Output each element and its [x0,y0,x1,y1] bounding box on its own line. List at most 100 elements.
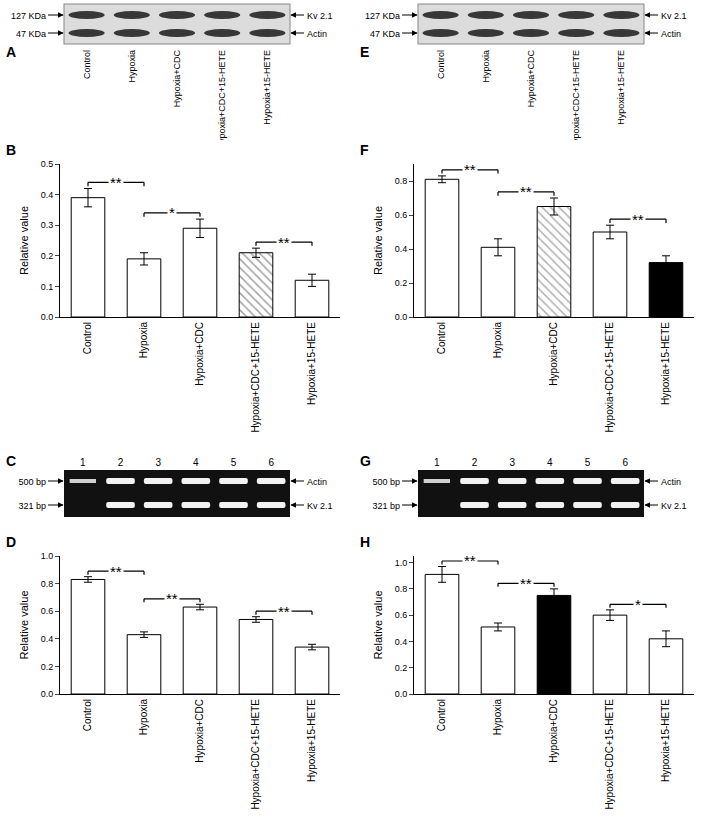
svg-text:Hypoxia+CDC: Hypoxia+CDC [548,322,559,386]
svg-text:0.8: 0.8 [395,176,408,186]
svg-text:0.4: 0.4 [41,634,54,644]
html-text:A: A [6,44,17,60]
svg-text:6: 6 [268,457,274,468]
svg-text:6: 6 [622,457,628,468]
svg-text:0.0: 0.0 [41,312,54,322]
svg-text:**: ** [110,174,122,191]
svg-text:5: 5 [585,457,591,468]
svg-text:Control: Control [82,699,93,731]
svg-text:0.4: 0.4 [395,637,408,647]
svg-text:Relative value: Relative value [18,590,30,659]
svg-text:5: 5 [231,457,237,468]
svg-text:0.5: 0.5 [41,159,54,169]
svg-text:Hypoxia: Hypoxia [138,322,149,359]
svg-text:0.6: 0.6 [395,210,408,220]
svg-text:Hypoxia+CDC+15-HETE: Hypoxia+CDC+15-HETE [604,699,615,810]
svg-text:0.2: 0.2 [395,278,408,288]
svg-text:Kv 2.1: Kv 2.1 [307,501,333,511]
svg-text:0.2: 0.2 [41,662,54,672]
svg-text:**: ** [520,183,532,200]
svg-text:Hypoxia: Hypoxia [138,699,149,736]
svg-text:Hypoxia+15-HETE: Hypoxia+15-HETE [262,50,272,125]
svg-text:Hypoxia+CDC+15-HETE: Hypoxia+CDC+15-HETE [604,322,615,433]
svg-text:0.0: 0.0 [395,312,408,322]
svg-text:Hypoxia+CDC: Hypoxia+CDC [526,50,536,108]
svg-text:Control: Control [436,699,447,731]
svg-text:Control: Control [436,50,446,79]
svg-text:*: * [169,204,175,221]
svg-text:47 KDa: 47 KDa [370,29,400,39]
svg-text:Hypoxia+CDC+15-HETE: Hypoxia+CDC+15-HETE [250,699,261,810]
svg-text:0.3: 0.3 [41,220,54,230]
svg-text:Hypoxia+CDC+15-HETE: Hypoxia+CDC+15-HETE [571,50,581,140]
svg-text:0.2: 0.2 [395,663,408,673]
svg-text:1: 1 [80,457,86,468]
svg-text:**: ** [110,563,122,580]
svg-text:**: ** [632,211,644,228]
svg-text:**: ** [520,575,532,592]
html-text:C: C [6,453,17,469]
svg-text:0.0: 0.0 [41,689,54,699]
svg-text:0.6: 0.6 [41,606,54,616]
svg-text:**: ** [464,161,476,178]
svg-text:0.1: 0.1 [41,282,54,292]
svg-text:2: 2 [472,457,478,468]
svg-text:3: 3 [509,457,515,468]
svg-text:Hypoxia+CDC: Hypoxia+CDC [172,50,182,108]
svg-text:Hypoxia+CDC+15-HETE: Hypoxia+CDC+15-HETE [217,50,227,140]
svg-text:Kv 2.1: Kv 2.1 [307,11,333,21]
svg-text:Hypoxia+15-HETE: Hypoxia+15-HETE [660,322,671,405]
svg-text:Actin: Actin [307,29,327,39]
svg-text:321 bp: 321 bp [18,501,46,511]
svg-text:Hypoxia+CDC: Hypoxia+CDC [194,322,205,386]
svg-text:Actin: Actin [661,477,681,487]
svg-text:127 KDa: 127 KDa [365,11,400,21]
svg-text:Relative value: Relative value [18,206,30,275]
svg-text:Kv 2.1: Kv 2.1 [661,501,687,511]
html-text:G: G [360,453,371,469]
svg-text:Control: Control [82,50,92,79]
svg-text:**: ** [278,603,290,620]
svg-text:Hypoxia+CDC: Hypoxia+CDC [548,699,559,763]
svg-text:47 KDa: 47 KDa [16,29,46,39]
svg-text:Hypoxia: Hypoxia [492,322,503,359]
svg-text:Hypoxia+15-HETE: Hypoxia+15-HETE [306,699,317,782]
svg-text:1: 1 [434,457,440,468]
svg-text:127 KDa: 127 KDa [11,11,46,21]
svg-text:Hypoxia: Hypoxia [481,50,491,83]
svg-text:0.8: 0.8 [395,584,408,594]
svg-text:0.0: 0.0 [395,689,408,699]
svg-text:Control: Control [436,322,447,354]
svg-text:4: 4 [547,457,553,468]
svg-text:1.0: 1.0 [41,551,54,561]
svg-text:**: ** [278,234,290,251]
svg-text:0.8: 0.8 [41,579,54,589]
svg-text:Hypoxia: Hypoxia [127,50,137,83]
svg-text:Control: Control [82,322,93,354]
svg-text:Kv 2.1: Kv 2.1 [661,11,687,21]
svg-text:Hypoxia+15-HETE: Hypoxia+15-HETE [306,322,317,405]
svg-text:3: 3 [155,457,161,468]
svg-text:Relative value: Relative value [372,590,384,659]
svg-text:0.4: 0.4 [41,190,54,200]
svg-text:2: 2 [118,457,124,468]
svg-text:1.0: 1.0 [395,558,408,568]
svg-text:0.2: 0.2 [41,251,54,261]
svg-text:4: 4 [193,457,199,468]
svg-text:Relative value: Relative value [372,206,384,275]
svg-text:**: ** [464,552,476,569]
svg-text:*: * [635,596,641,613]
svg-text:Hypoxia+CDC: Hypoxia+CDC [194,699,205,763]
svg-text:Hypoxia: Hypoxia [492,699,503,736]
svg-text:0.4: 0.4 [395,244,408,254]
svg-text:Hypoxia+15-HETE: Hypoxia+15-HETE [660,699,671,782]
svg-text:Actin: Actin [661,29,681,39]
svg-text:321 bp: 321 bp [372,501,400,511]
svg-text:0.6: 0.6 [395,610,408,620]
svg-text:Actin: Actin [307,477,327,487]
svg-text:Hypoxia+CDC+15-HETE: Hypoxia+CDC+15-HETE [250,322,261,433]
svg-text:**: ** [166,590,178,607]
svg-text:500 bp: 500 bp [18,477,46,487]
svg-text:500 bp: 500 bp [372,477,400,487]
svg-text:Hypoxia+15-HETE: Hypoxia+15-HETE [616,50,626,125]
